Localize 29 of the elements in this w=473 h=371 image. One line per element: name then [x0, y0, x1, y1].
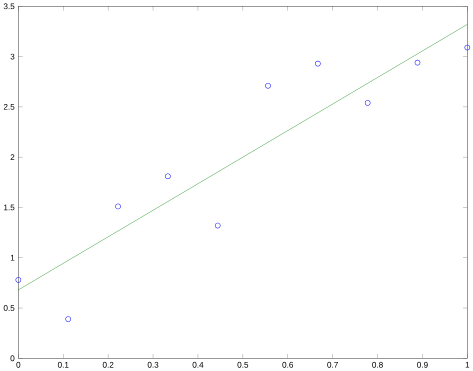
x-tick-label: 0: [16, 362, 20, 368]
y-tick-label: 0.5: [4, 305, 14, 311]
point: [65, 316, 71, 322]
point: [364, 100, 370, 106]
x-tick-label: 1: [466, 362, 470, 368]
x-tick-label: 0.8: [372, 362, 383, 368]
point: [464, 44, 470, 50]
x-tick-label: 0.5: [237, 362, 248, 368]
y-tick-label: 1.5: [4, 204, 14, 210]
point: [16, 277, 22, 283]
point: [315, 60, 321, 66]
y-tick-label: 2.5: [4, 104, 14, 110]
x-tick-label: 0.4: [192, 362, 204, 368]
x-tick-label: 0.3: [148, 362, 158, 368]
x-tick-label: 0.2: [102, 362, 114, 368]
y-tick-label: 0: [10, 355, 14, 362]
y-tick-label: 3.5: [4, 3, 14, 10]
point: [165, 173, 171, 180]
y-tick-label: 3: [10, 54, 14, 60]
point: [214, 222, 221, 228]
x-tick-label: 0.9: [417, 362, 428, 368]
point: [115, 204, 121, 210]
x-tick-label: 0.7: [327, 362, 338, 368]
x-tick-label: 0.1: [58, 362, 69, 368]
point: [414, 60, 420, 66]
point: [265, 82, 271, 89]
x-tick-label: 0.6: [282, 362, 294, 368]
y-tick-label: 1: [10, 254, 14, 260]
y-tick-label: 2: [10, 154, 14, 160]
